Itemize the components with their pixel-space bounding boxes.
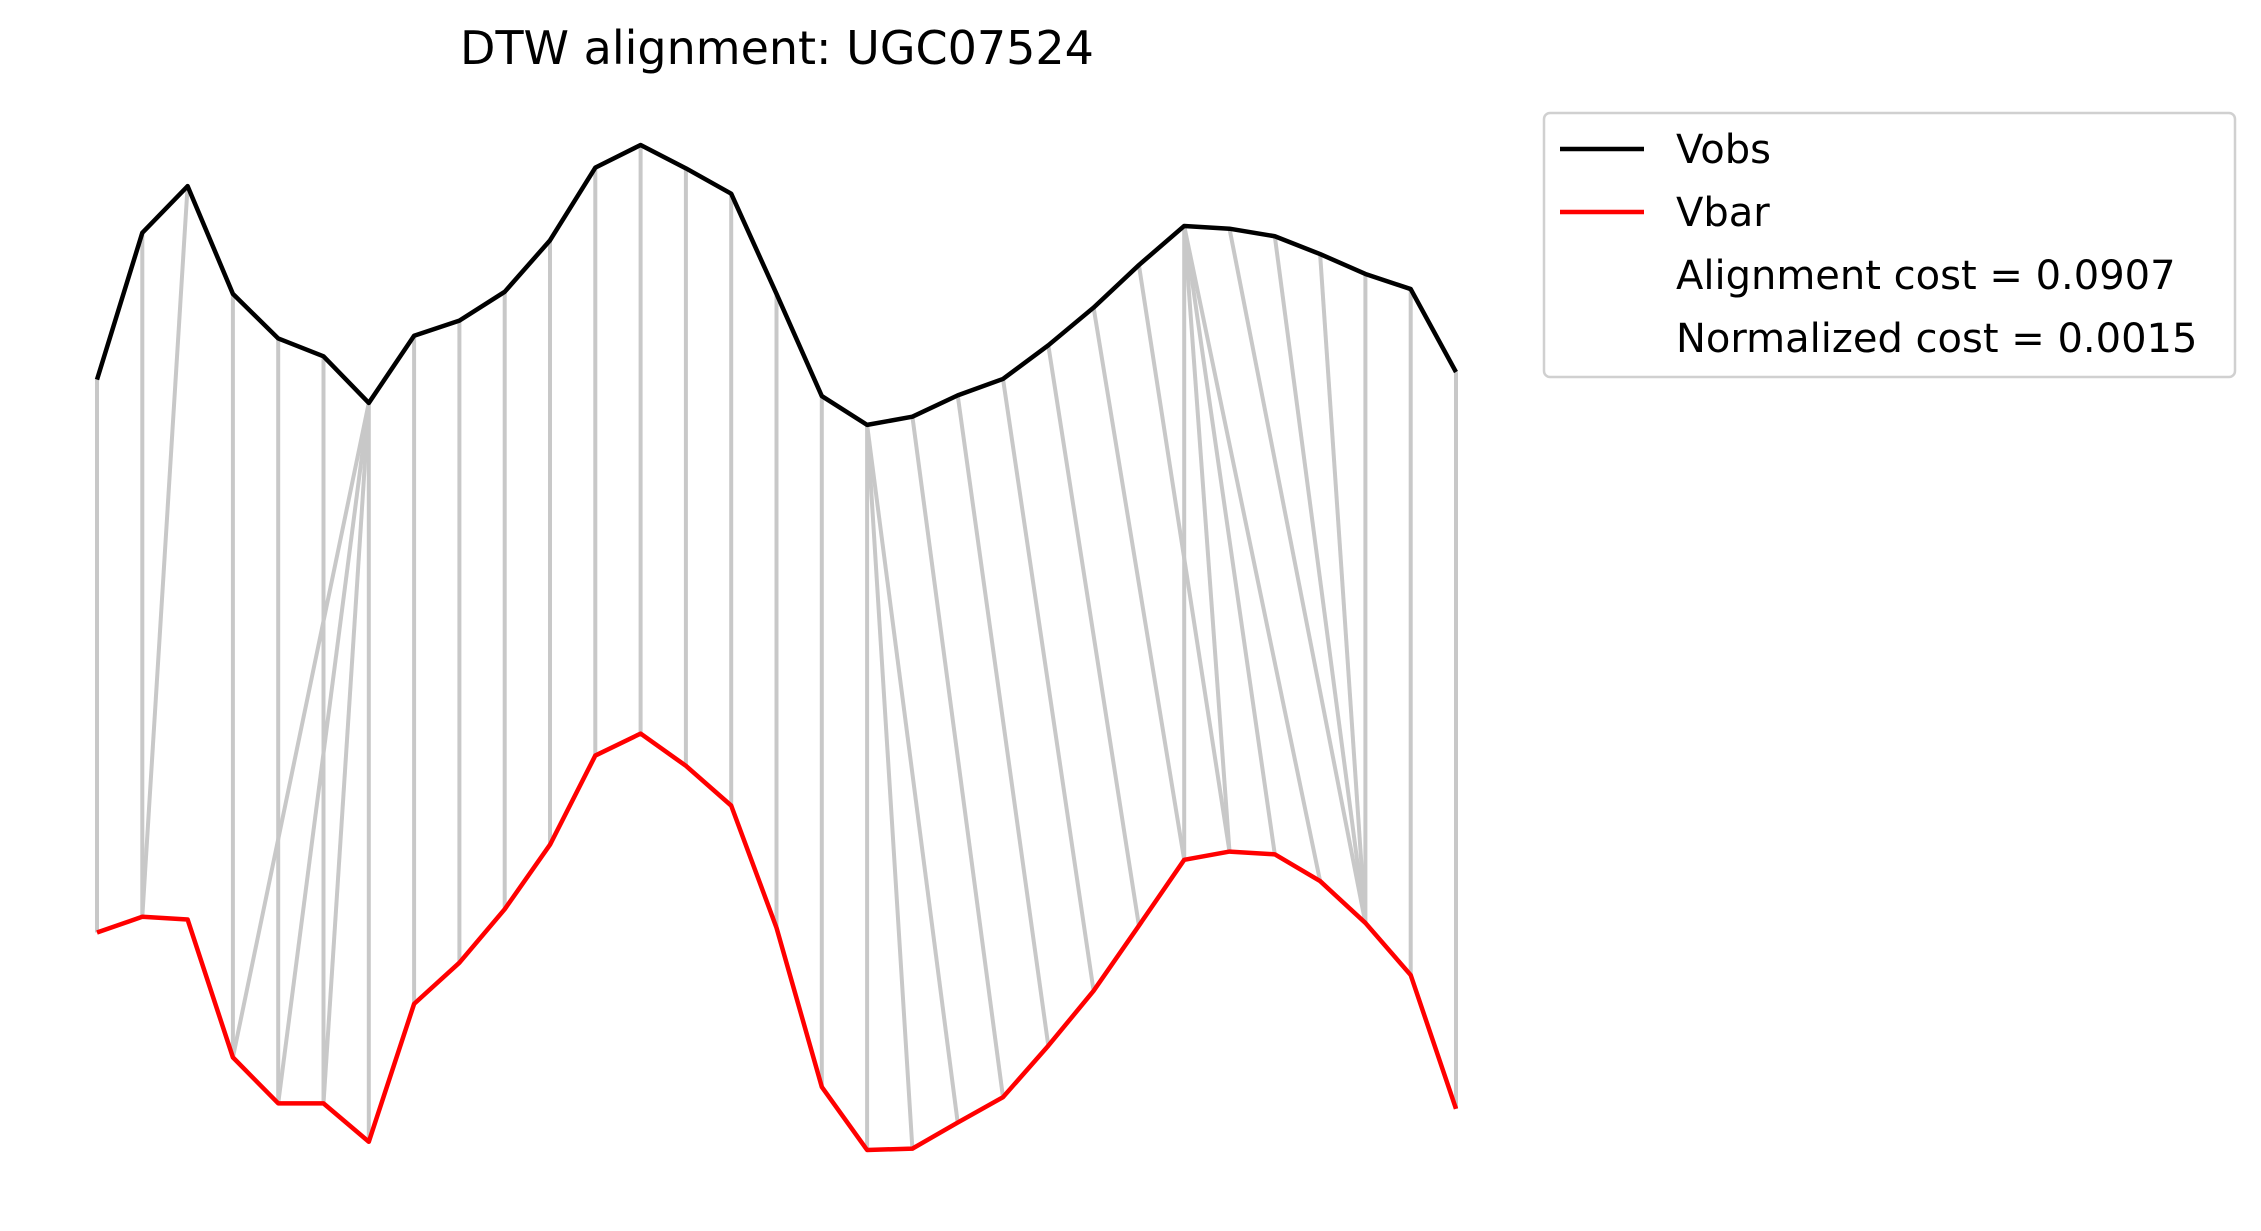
alignment-line-30 [1182, 225, 1232, 852]
alignment-line-6 [230, 402, 371, 1058]
alignment-line-21 [865, 424, 915, 1149]
alignment-line-25 [1001, 378, 1096, 992]
alignment-line-32 [1182, 225, 1323, 882]
legend-label-vbar: Vbar [1676, 190, 1770, 236]
legend-frame [1542, 111, 2237, 379]
chart-title: DTW alignment: UGC07524 [460, 21, 1094, 75]
alignment-line-34 [1272, 235, 1368, 924]
alignment-line-23 [910, 416, 1005, 1098]
alignment-line-26 [1046, 345, 1141, 926]
alignment-lines [95, 145, 1458, 1150]
legend-normalized-cost: Normalized cost = 0.0015 [1676, 316, 2197, 362]
alignment-line-31 [1182, 225, 1277, 855]
alignment-line-22 [865, 424, 960, 1123]
alignment-line-7 [276, 402, 371, 1104]
legend: Vobs Vbar Alignment cost = 0.0907 Normal… [1542, 111, 2237, 379]
legend-alignment-cost: Alignment cost = 0.0907 [1676, 253, 2176, 299]
series-line-vbar [96, 731, 1459, 1153]
series-line-vobs [94, 142, 1458, 428]
alignment-line-33 [1227, 228, 1368, 924]
alignment-line-2 [140, 186, 190, 917]
series-lines [94, 142, 1459, 1153]
alignment-line-8 [321, 402, 371, 1104]
legend-label-vobs: Vobs [1676, 127, 1771, 173]
alignment-line-35 [1318, 253, 1368, 924]
alignment-line-27 [1091, 307, 1187, 861]
alignment-line-24 [955, 395, 1051, 1047]
